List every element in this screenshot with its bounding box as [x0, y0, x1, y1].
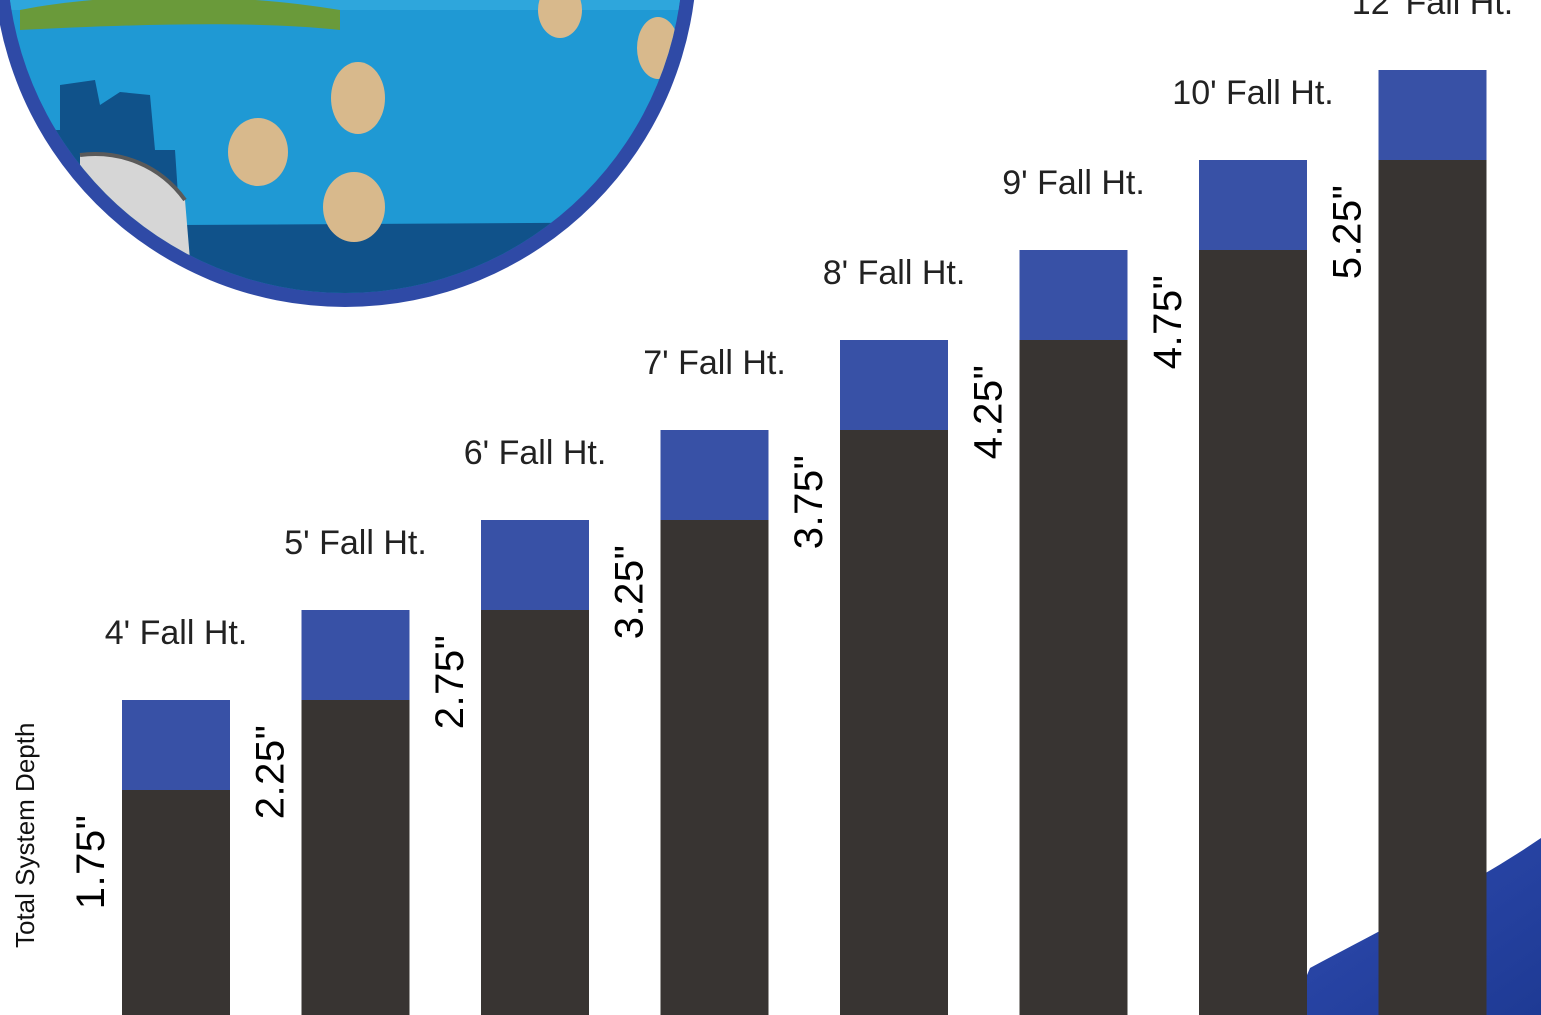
bar-base — [660, 520, 769, 1015]
bar-base — [1019, 340, 1128, 1015]
bar-top-layer — [840, 340, 948, 430]
bar-top-layer — [301, 610, 410, 700]
y-axis-title: Total System Depth — [10, 723, 40, 948]
bar-base — [1199, 250, 1307, 1015]
value-label: 2.25" — [249, 725, 293, 820]
category-label: 10' Fall Ht. — [1172, 74, 1333, 112]
value-label: 3.75" — [787, 455, 831, 550]
bar-top-layer — [1199, 160, 1307, 250]
category-label: 8' Fall Ht. — [823, 254, 966, 292]
category-label: 4' Fall Ht. — [105, 614, 248, 652]
value-label: 2.75" — [428, 635, 472, 730]
bar-base — [840, 430, 948, 1015]
category-label: 7' Fall Ht. — [643, 344, 786, 382]
value-label: 1.75" — [69, 815, 113, 910]
value-label: 5.25" — [1326, 185, 1370, 280]
category-label: 12' Fall Ht. — [1352, 0, 1513, 22]
bar-base — [301, 700, 410, 1015]
bar-top-layer — [1378, 70, 1487, 160]
value-label: 4.25" — [967, 365, 1011, 460]
value-label: 4.75" — [1146, 275, 1190, 370]
labels-layer: 4' Fall Ht. 1.75" 5' Fall Ht. 2.25" 6' Fall … — [69, 0, 1513, 909]
bar-top-layer — [660, 430, 769, 520]
category-label: 5' Fall Ht. — [284, 524, 427, 562]
bar-base — [481, 610, 589, 1015]
bar-top-layer — [122, 700, 230, 790]
surface-photo — [0, 0, 695, 307]
bars-layer — [122, 70, 1487, 1015]
category-label: 9' Fall Ht. — [1002, 164, 1145, 202]
category-label: 6' Fall Ht. — [464, 434, 607, 472]
bar-top-layer — [1019, 250, 1128, 340]
value-label: 3.25" — [608, 545, 652, 640]
bar-top-layer — [481, 520, 589, 610]
bar-base — [1378, 160, 1487, 1015]
bar-base — [122, 790, 230, 1015]
